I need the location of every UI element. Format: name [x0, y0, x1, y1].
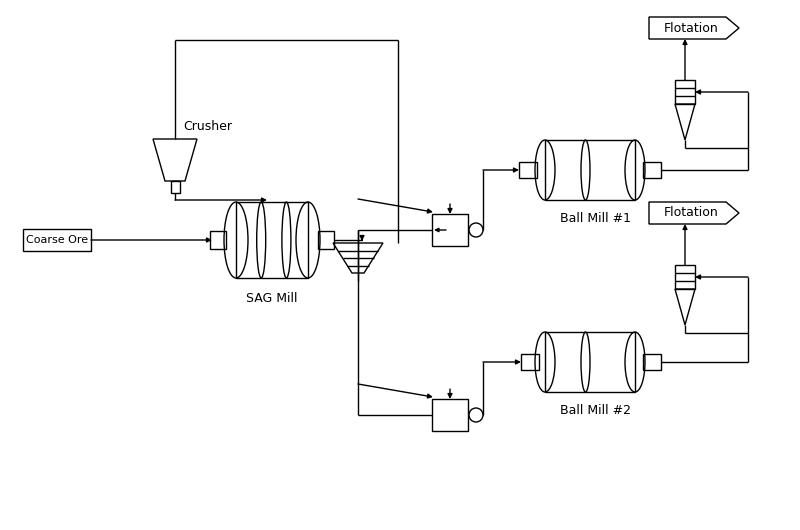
Bar — [236, 202, 308, 278]
Bar — [432, 399, 468, 431]
Bar — [519, 162, 537, 178]
Bar — [432, 214, 468, 246]
Text: Crusher: Crusher — [183, 120, 232, 134]
Bar — [170, 181, 179, 193]
Bar — [23, 229, 91, 251]
Bar — [643, 354, 661, 370]
Bar — [545, 140, 635, 200]
Bar — [675, 265, 695, 289]
Bar — [675, 80, 695, 104]
Text: Ball Mill #1: Ball Mill #1 — [559, 211, 630, 225]
Text: Ball Mill #2: Ball Mill #2 — [559, 403, 630, 417]
Text: Flotation: Flotation — [663, 207, 718, 219]
Bar — [545, 332, 635, 392]
Bar — [643, 162, 661, 178]
Bar — [521, 354, 539, 370]
Text: Coarse Ore: Coarse Ore — [26, 235, 88, 245]
Text: SAG Mill: SAG Mill — [246, 292, 298, 305]
Bar — [210, 231, 226, 249]
Text: Flotation: Flotation — [663, 22, 718, 34]
Bar — [318, 231, 334, 249]
